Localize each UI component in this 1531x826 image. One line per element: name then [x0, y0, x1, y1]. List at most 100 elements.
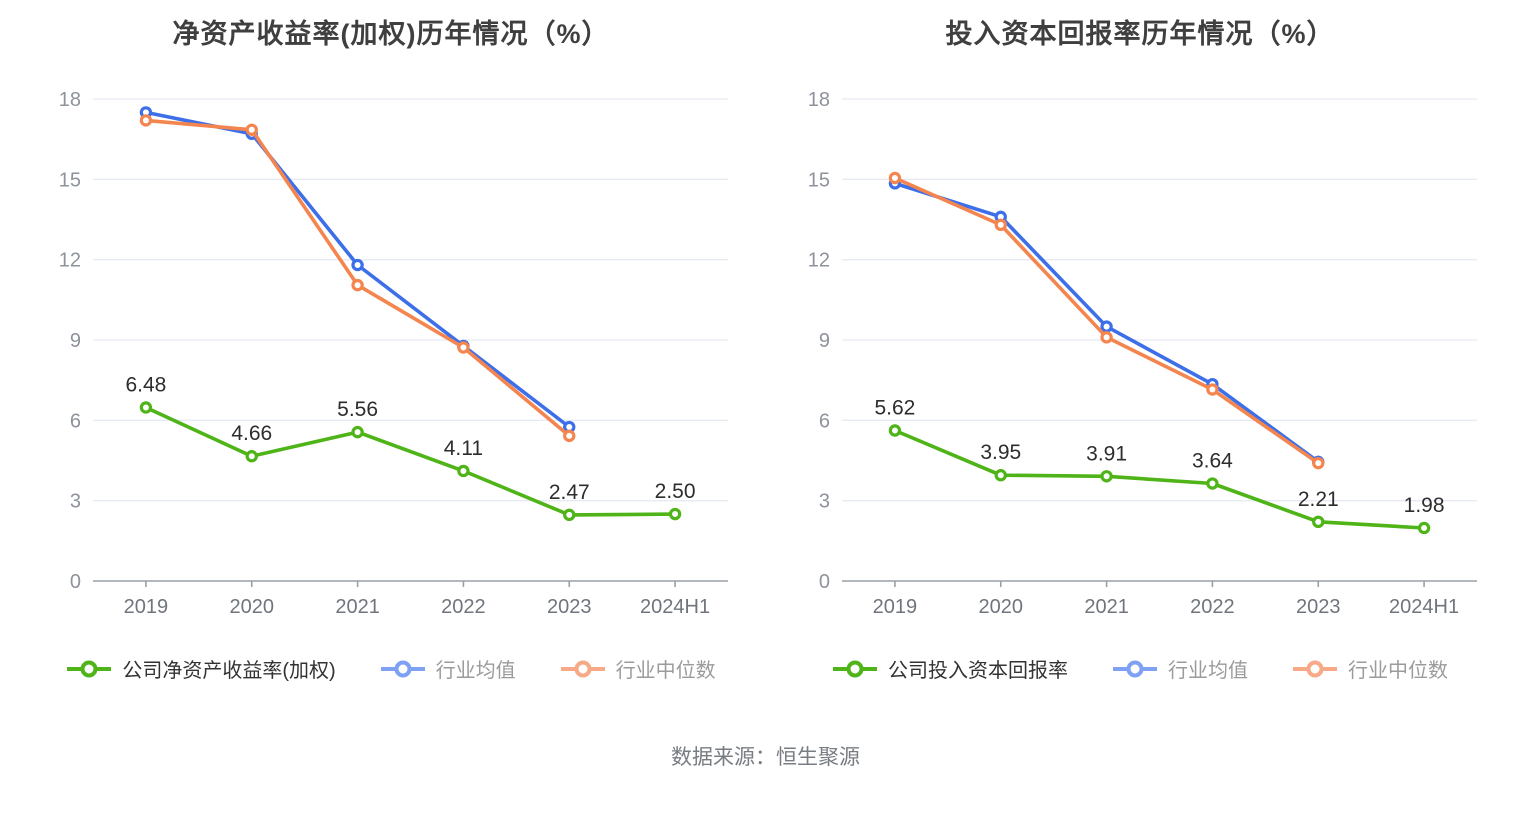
legend-label: 公司净资产收益率(加权): [122, 660, 336, 682]
series-point-marker: [1100, 320, 1113, 333]
roic-chart-legend: 公司投入资本回报率 行业均值 行业中位数: [787, 654, 1493, 683]
x-axis-label: 2020: [230, 596, 275, 618]
y-axis-tick-label: 12: [59, 250, 81, 272]
legend-line-marker-icon: [1293, 660, 1337, 677]
series-value-label: 1.98: [1404, 494, 1445, 517]
x-axis-label: 2022: [1190, 596, 1235, 618]
y-axis-tick-label: 6: [819, 410, 830, 432]
series-value-label: 2.21: [1298, 488, 1339, 511]
series-value-label: 6.48: [125, 373, 166, 396]
series-point-marker: [351, 278, 364, 292]
series-value-label: 5.56: [337, 398, 378, 421]
series-value-label: 3.64: [1192, 450, 1233, 473]
series-point-marker: [563, 508, 576, 522]
series-point-marker: [1417, 521, 1431, 535]
series-point-marker: [351, 258, 364, 272]
y-axis-tick-label: 15: [808, 169, 830, 191]
roe-chart-legend: 公司净资产收益率(加权) 行业均值 行业中位数: [38, 654, 744, 683]
series-value-label: 3.91: [1086, 442, 1127, 465]
legend-item-company[interactable]: 公司投入资本回报率: [832, 654, 1068, 683]
series-value-label: 2.50: [655, 480, 696, 503]
x-axis-label: 2020: [979, 596, 1024, 618]
y-axis-tick-label: 18: [808, 89, 830, 111]
legend-line-marker-icon: [833, 660, 877, 677]
y-axis-tick-label: 3: [819, 491, 830, 513]
legend-item-industry-average[interactable]: 行业均值: [380, 654, 516, 683]
series-point-marker: [1312, 456, 1325, 470]
series-point-marker: [139, 401, 153, 414]
series-value-label: 4.66: [231, 422, 272, 445]
series-value-label: 2.47: [549, 481, 590, 504]
series-point-marker: [457, 341, 470, 354]
legend-circle: [574, 660, 592, 677]
series-line: [893, 428, 1426, 530]
series-point-marker: [245, 450, 258, 463]
series-value-label: 5.62: [874, 397, 915, 420]
chart-card-roe: 净资产收益率(加权)历年情况（%） 0 3 6 9 12 15 18 2019 2020 2021…: [38, 0, 744, 683]
roic-line-chart-canvas: 0 3 6 9 12 15 18 2019 2020 2021 2022 2023 2024H1 5.62…: [808, 89, 1477, 618]
x-axis-label: 2019: [873, 596, 918, 618]
chart-title-roic: 投入资本回报率历年情况（%）: [945, 19, 1335, 49]
legend-item-industry-median[interactable]: 行业中位数: [1292, 654, 1448, 683]
x-axis-label: 2024H1: [1389, 596, 1459, 618]
x-axis-label: 2024H1: [640, 596, 710, 618]
series-point-marker: [994, 469, 1007, 482]
y-axis-tick-label: 9: [70, 330, 81, 352]
series-point-marker: [563, 429, 576, 443]
series-point-marker: [1206, 477, 1219, 490]
series-point-marker: [245, 123, 258, 136]
legend-label: 行业中位数: [1348, 660, 1448, 682]
series-line: [144, 405, 677, 517]
y-axis-tick-label: 9: [819, 330, 830, 352]
x-axis-label: 2023: [1296, 596, 1341, 618]
legend-line-marker-icon: [1113, 660, 1157, 677]
data-source-label: 数据来源：恒生聚源: [671, 746, 860, 769]
y-axis-tick-label: 15: [59, 169, 81, 191]
x-axis-label: 2021: [1084, 596, 1129, 618]
series-point-marker: [888, 424, 902, 437]
y-axis-tick-label: 12: [808, 250, 830, 272]
series-point-marker: [1206, 383, 1219, 396]
legend-label: 行业均值: [435, 660, 516, 682]
y-axis-tick-label: 0: [70, 571, 81, 593]
series-point-marker: [668, 507, 682, 521]
series-point-marker: [351, 425, 364, 439]
series-value-label: 3.95: [980, 441, 1021, 464]
charts-row: 净资产收益率(加权)历年情况（%） 0 3 6 9 12 15 18 2019 2020 2021…: [38, 0, 1493, 683]
legend-line-marker-icon: [560, 660, 605, 677]
series-point-marker: [1100, 331, 1113, 344]
chart-title-roe: 净资产收益率(加权)历年情况（%）: [172, 19, 610, 49]
series-point-marker: [1312, 515, 1325, 529]
y-axis-tick-label: 3: [70, 491, 81, 513]
x-axis-label: 2022: [441, 596, 486, 618]
legend-circle: [846, 660, 864, 677]
legend-item-industry-median[interactable]: 行业中位数: [560, 654, 716, 683]
x-axis-label: 2023: [547, 596, 592, 618]
y-axis-tick-label: 6: [70, 410, 81, 432]
chart-card-roic: 投入资本回报率历年情况（%） 0 3 6 9 12 15 18 2019 2020 2021 202…: [787, 0, 1493, 683]
y-axis-tick-label: 0: [819, 571, 830, 593]
y-axis-tick-label: 18: [59, 89, 81, 111]
legend-circle: [1126, 660, 1144, 677]
x-axis-label: 2021: [335, 596, 380, 618]
series-point-marker: [139, 114, 153, 127]
legend-circle: [80, 660, 98, 677]
legend-label: 公司投入资本回报率: [888, 660, 1068, 682]
series-point-marker: [994, 218, 1007, 232]
series-point-marker: [457, 464, 470, 478]
legend-label: 行业均值: [1168, 660, 1248, 682]
legend-line-marker-icon: [380, 660, 425, 677]
legend-label: 行业中位数: [615, 660, 716, 682]
legend-line-marker-icon: [67, 660, 112, 677]
legend-item-company[interactable]: 公司净资产收益率(加权): [66, 654, 336, 683]
series-line: [144, 118, 572, 438]
series-point-marker: [888, 171, 902, 185]
legend-item-industry-average[interactable]: 行业均值: [1112, 654, 1248, 683]
series-point-marker: [1100, 470, 1113, 483]
roe-line-chart-canvas: 0 3 6 9 12 15 18 2019 2020 2021 2022 2023 2024H1 6.48…: [59, 89, 728, 618]
legend-circle: [1306, 660, 1324, 677]
series-value-label: 4.11: [444, 437, 483, 460]
x-axis-label: 2019: [124, 596, 169, 618]
legend-circle: [394, 660, 412, 677]
